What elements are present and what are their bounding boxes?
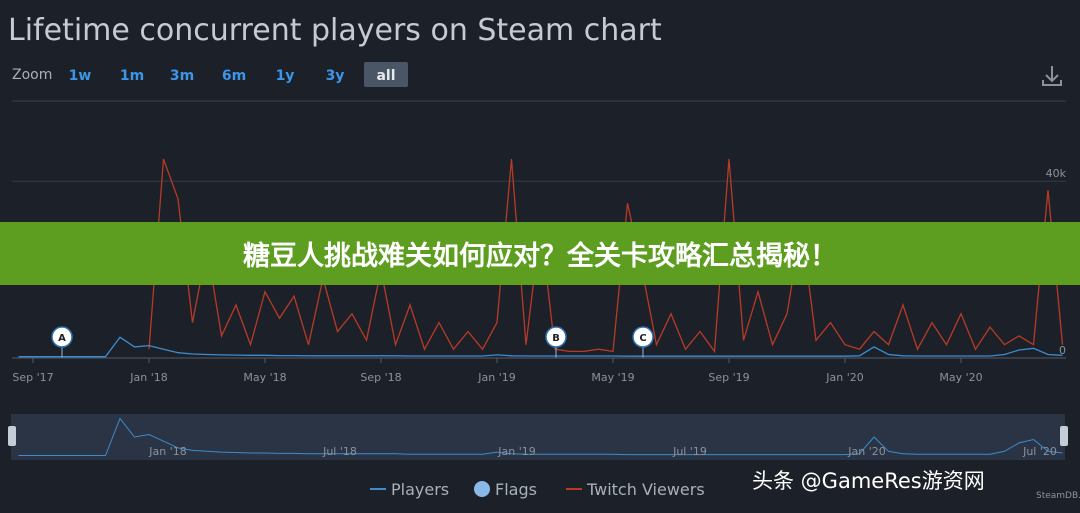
navigator-handle[interactable]	[1060, 426, 1068, 446]
banner-text: 糖豆人挑战难关如何应对？全关卡攻略汇总揭秘！	[243, 241, 837, 272]
flag-label: B	[552, 333, 560, 344]
chart-title: Lifetime concurrent players on Steam cha…	[8, 13, 662, 48]
legend-label[interactable]: Twitch Viewers	[586, 480, 705, 499]
navigator-label: Jan '18	[148, 445, 186, 458]
x-tick-label: Sep '18	[360, 371, 401, 384]
navigator-label: Jul '20	[1022, 445, 1057, 458]
navigator-label: Jul '19	[672, 445, 707, 458]
y-tick-label: 40k	[1046, 167, 1067, 180]
watermark: 头条 @GameRes游资网	[752, 469, 985, 493]
x-tick-label: Jan '20	[825, 371, 863, 384]
zoom-button[interactable]: 1m	[120, 68, 144, 84]
zoom-button[interactable]: 1w	[69, 68, 92, 84]
x-tick-label: Jan '19	[477, 371, 515, 384]
navigator-label: Jan '20	[847, 445, 885, 458]
navigator-line	[18, 417, 1063, 456]
icon-stroke	[1045, 74, 1059, 83]
y-tick-label: 0	[1059, 344, 1066, 357]
x-tick-label: May '19	[591, 371, 634, 384]
flag-label: C	[639, 333, 646, 344]
source: SteamDB.info	[1036, 491, 1080, 501]
series-line	[148, 158, 1064, 354]
zoom-button[interactable]: 3y	[326, 68, 345, 84]
zoom-button[interactable]: all	[376, 68, 395, 84]
x-tick-label: Sep '17	[12, 371, 53, 384]
zoom-button[interactable]: 1y	[276, 68, 295, 84]
flag[interactable]	[51, 326, 73, 348]
legend-label[interactable]: Flags	[495, 480, 537, 499]
zoom-button-bg[interactable]	[364, 62, 408, 87]
download-icon[interactable]	[1042, 66, 1062, 86]
banner: 糖豆人挑战难关如何应对？全关卡攻略汇总揭秘！	[0, 222, 1080, 285]
flag[interactable]	[545, 326, 567, 348]
zoom-button[interactable]: 6m	[222, 68, 246, 84]
x-tick-label: Jan '18	[129, 371, 167, 384]
flag-label: A	[58, 333, 66, 344]
icon-stroke	[1042, 80, 1062, 86]
navigator-bg	[11, 414, 1065, 460]
zoom-button[interactable]: 3m	[170, 68, 194, 84]
legend-label[interactable]: Players	[391, 480, 449, 499]
navigator-label: Jan '19	[497, 445, 535, 458]
legend-swatch	[474, 481, 490, 497]
flag[interactable]	[632, 326, 654, 348]
x-tick-label: May '20	[939, 371, 982, 384]
navigator-label: Jul '18	[322, 445, 357, 458]
zoom-label: Zoom	[12, 67, 52, 83]
x-tick-label: May '18	[243, 371, 286, 384]
series-line	[18, 336, 1063, 358]
navigator-handle[interactable]	[8, 426, 16, 446]
x-tick-label: Sep '19	[708, 371, 749, 384]
